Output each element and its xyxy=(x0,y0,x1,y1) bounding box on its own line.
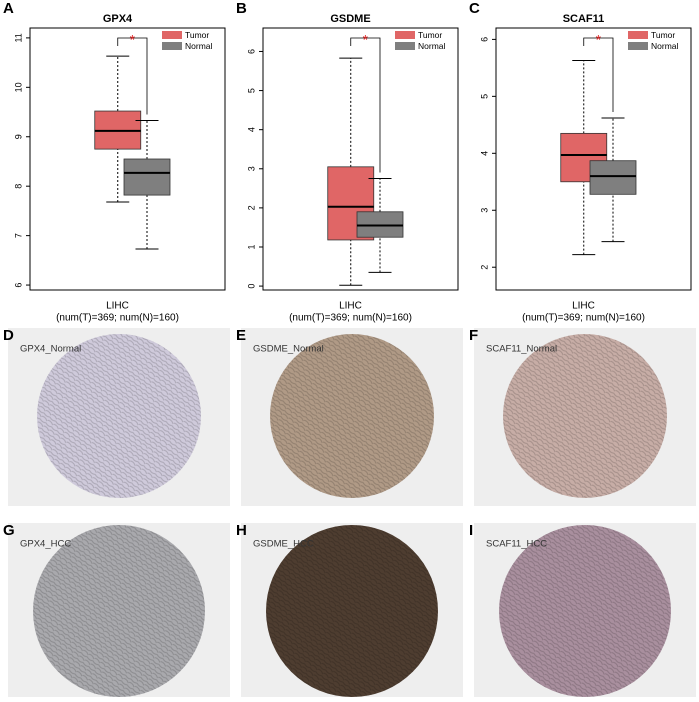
x-axis-detail: (num(T)=369; num(N)=160) xyxy=(56,313,179,324)
y-tick-label: 2 xyxy=(246,205,256,210)
panel-letter: E xyxy=(236,327,246,344)
ihc-label: SCAF11_Normal xyxy=(486,344,557,355)
x-axis-label: LIHC xyxy=(339,301,362,312)
y-tick-label: 7 xyxy=(13,233,23,238)
ihc-texture xyxy=(270,334,434,498)
y-tick-label: 8 xyxy=(13,184,23,189)
significance-star: * xyxy=(363,32,369,48)
y-tick-label: 9 xyxy=(13,134,23,139)
chart-title: GSDME xyxy=(330,13,370,25)
legend-label: Tumor xyxy=(418,30,442,40)
y-tick-label: 2 xyxy=(479,265,489,270)
y-tick-label: 5 xyxy=(479,94,489,99)
legend-label: Normal xyxy=(418,41,446,51)
panel-letter: G xyxy=(3,522,15,539)
significance-bracket xyxy=(117,37,148,115)
ihc-label: SCAF11_HCC xyxy=(486,539,547,550)
box xyxy=(589,160,637,195)
x-axis-label: LIHC xyxy=(572,301,595,312)
panel-letter: C xyxy=(469,0,480,17)
ihc-texture xyxy=(499,525,671,697)
significance-star: * xyxy=(130,32,136,48)
legend-swatch xyxy=(395,42,415,50)
ihc-label: GPX4_HCC xyxy=(20,539,71,550)
ihc-texture xyxy=(33,525,205,697)
x-axis-detail: (num(T)=369; num(N)=160) xyxy=(522,313,645,324)
y-tick-label: 6 xyxy=(246,49,256,54)
box xyxy=(123,158,171,196)
legend-swatch xyxy=(628,42,648,50)
legend-swatch xyxy=(628,31,648,39)
ihc-texture xyxy=(37,334,201,498)
ihc-label: GSDME_Normal xyxy=(253,344,324,355)
legend-label: Tumor xyxy=(651,30,675,40)
significance-bracket xyxy=(583,37,614,112)
plot-frame xyxy=(29,27,226,291)
plot-frame xyxy=(495,27,692,291)
legend-swatch xyxy=(162,31,182,39)
ihc-label: GPX4_Normal xyxy=(20,344,81,355)
significance-bracket xyxy=(350,37,381,173)
legend-swatch xyxy=(395,31,415,39)
y-tick-label: 3 xyxy=(479,208,489,213)
chart-title: GPX4 xyxy=(103,13,133,25)
legend-label: Normal xyxy=(651,41,679,51)
ihc-texture xyxy=(503,334,667,498)
legend-label: Tumor xyxy=(185,30,209,40)
legend-label: Normal xyxy=(185,41,213,51)
y-tick-label: 6 xyxy=(479,37,489,42)
y-tick-label: 5 xyxy=(246,88,256,93)
y-tick-label: 1 xyxy=(246,244,256,249)
panel-letter: F xyxy=(469,327,478,344)
y-tick-label: 4 xyxy=(246,127,256,132)
y-tick-label: 0 xyxy=(246,284,256,289)
panel-letter: A xyxy=(3,0,14,17)
legend-swatch xyxy=(162,42,182,50)
y-tick-label: 6 xyxy=(13,283,23,288)
x-axis-label: LIHC xyxy=(106,301,129,312)
panel-letter: B xyxy=(236,0,247,17)
panel-letter: H xyxy=(236,522,247,539)
chart-title: SCAF11 xyxy=(563,13,605,25)
panel-letter: D xyxy=(3,327,14,344)
ihc-texture xyxy=(266,525,438,697)
y-tick-label: 3 xyxy=(246,166,256,171)
y-tick-label: 10 xyxy=(13,82,23,92)
y-tick-label: 11 xyxy=(13,33,23,42)
plot-frame xyxy=(262,27,459,291)
x-axis-detail: (num(T)=369; num(N)=160) xyxy=(289,313,412,324)
panel-letter: I xyxy=(469,522,473,539)
significance-star: * xyxy=(596,32,602,48)
y-tick-label: 4 xyxy=(479,151,489,156)
ihc-label: GSDME_HCC xyxy=(253,539,314,550)
